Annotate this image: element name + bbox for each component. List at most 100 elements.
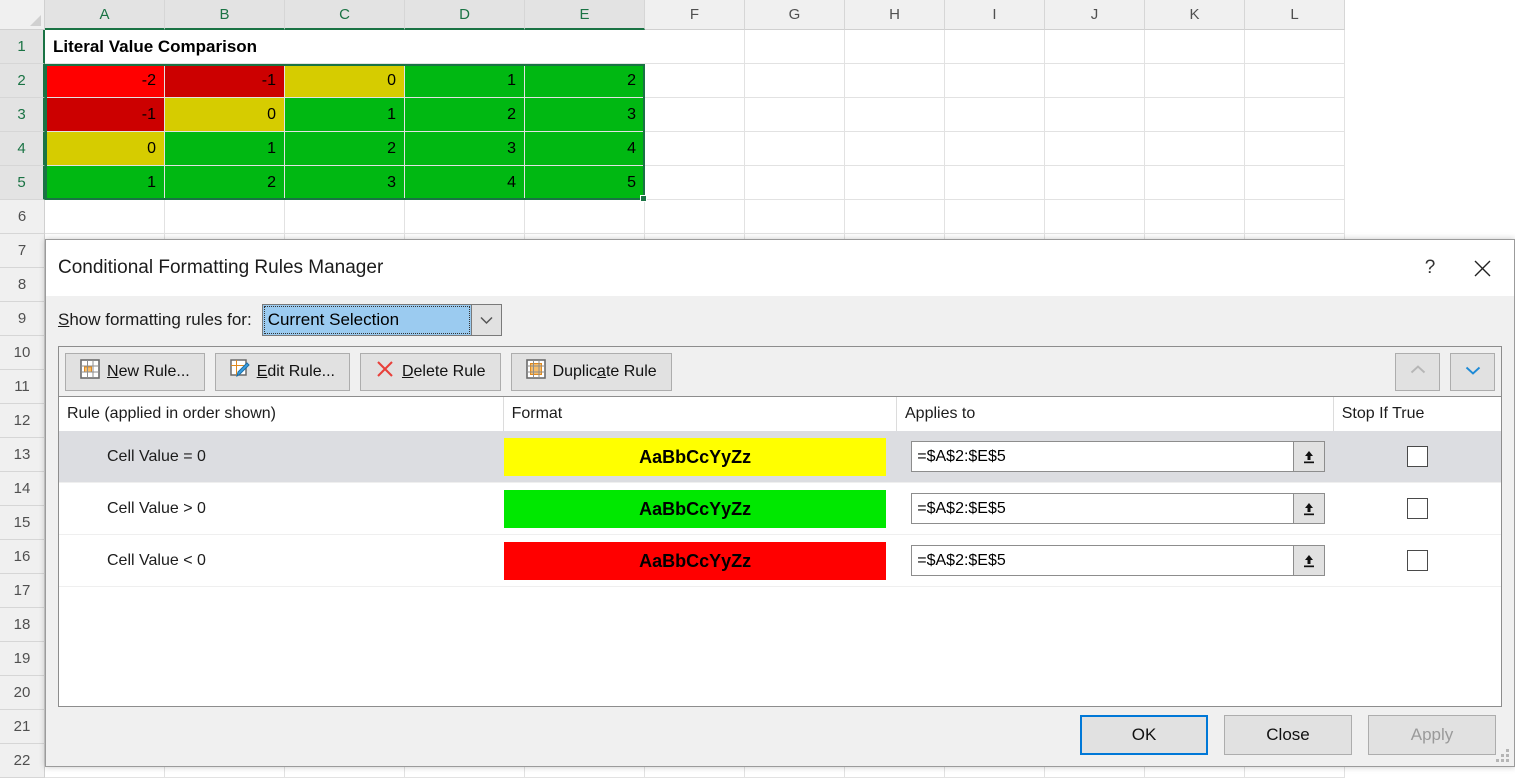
scope-dropdown[interactable]: Current Selection xyxy=(261,304,502,336)
cell-D6[interactable] xyxy=(405,200,525,234)
column-header-A[interactable]: A xyxy=(45,0,165,30)
cell-A3[interactable]: -1 xyxy=(45,98,165,132)
cell-H5[interactable] xyxy=(845,166,945,200)
cell-C6[interactable] xyxy=(285,200,405,234)
cell-G5[interactable] xyxy=(745,166,845,200)
column-header-F[interactable]: F xyxy=(645,0,745,30)
cell-L5[interactable] xyxy=(1245,166,1345,200)
cell-L6[interactable] xyxy=(1245,200,1345,234)
cell-J3[interactable] xyxy=(1045,98,1145,132)
delete-rule-button[interactable]: Delete Rule xyxy=(359,352,501,391)
edit-rule-button[interactable]: Edit Rule... xyxy=(214,352,350,391)
duplicate-rule-button[interactable]: Duplicate Rule xyxy=(510,352,672,391)
column-header-D[interactable]: D xyxy=(405,0,525,30)
row-header-17[interactable]: 17 xyxy=(0,574,45,608)
cell-E5[interactable]: 5 xyxy=(525,166,645,200)
column-header-K[interactable]: K xyxy=(1145,0,1245,30)
stop-if-true-cell[interactable] xyxy=(1334,446,1501,467)
cell-E6[interactable] xyxy=(525,200,645,234)
chevron-down-icon[interactable] xyxy=(471,304,502,336)
cell-E3[interactable]: 3 xyxy=(525,98,645,132)
cell-B4[interactable]: 1 xyxy=(165,132,285,166)
cell-C5[interactable]: 3 xyxy=(285,166,405,200)
row-header-8[interactable]: 8 xyxy=(0,268,45,302)
cell-A1[interactable]: Literal Value Comparison xyxy=(45,30,645,64)
column-header-H[interactable]: H xyxy=(845,0,945,30)
row-header-2[interactable]: 2 xyxy=(0,64,45,98)
cell-G4[interactable] xyxy=(745,132,845,166)
cell-F3[interactable] xyxy=(645,98,745,132)
row-header-3[interactable]: 3 xyxy=(0,98,45,132)
row-header-19[interactable]: 19 xyxy=(0,642,45,676)
cell-C2[interactable]: 0 xyxy=(285,64,405,98)
applies-to-input[interactable] xyxy=(911,441,1294,472)
row-header-5[interactable]: 5 xyxy=(0,166,45,200)
resize-grip[interactable] xyxy=(1496,749,1510,763)
cell-G6[interactable] xyxy=(745,200,845,234)
close-button[interactable]: Close xyxy=(1224,715,1352,755)
row-header-7[interactable]: 7 xyxy=(0,234,45,268)
stop-if-true-cell[interactable] xyxy=(1334,550,1501,571)
cell-K5[interactable] xyxy=(1145,166,1245,200)
cell-I4[interactable] xyxy=(945,132,1045,166)
scope-selected-value[interactable]: Current Selection xyxy=(261,304,472,336)
range-picker-icon[interactable] xyxy=(1293,493,1326,524)
row-header-6[interactable]: 6 xyxy=(0,200,45,234)
range-picker-icon[interactable] xyxy=(1293,441,1326,472)
column-header-J[interactable]: J xyxy=(1045,0,1145,30)
cell-D4[interactable]: 3 xyxy=(405,132,525,166)
cell-J2[interactable] xyxy=(1045,64,1145,98)
row-header-20[interactable]: 20 xyxy=(0,676,45,710)
column-header-G[interactable]: G xyxy=(745,0,845,30)
cell-K3[interactable] xyxy=(1145,98,1245,132)
row-header-11[interactable]: 11 xyxy=(0,370,45,404)
rule-format-cell[interactable]: AaBbCcYyZz xyxy=(504,437,897,476)
column-header-B[interactable]: B xyxy=(165,0,285,30)
cell-G1[interactable] xyxy=(745,30,845,64)
row-header-18[interactable]: 18 xyxy=(0,608,45,642)
cell-E2[interactable]: 2 xyxy=(525,64,645,98)
cell-L3[interactable] xyxy=(1245,98,1345,132)
cell-K4[interactable] xyxy=(1145,132,1245,166)
cell-K2[interactable] xyxy=(1145,64,1245,98)
cell-J5[interactable] xyxy=(1045,166,1145,200)
cell-L2[interactable] xyxy=(1245,64,1345,98)
row-header-1[interactable]: 1 xyxy=(0,30,45,64)
cell-L4[interactable] xyxy=(1245,132,1345,166)
cell-J4[interactable] xyxy=(1045,132,1145,166)
stop-if-true-cell[interactable] xyxy=(1334,498,1501,519)
ok-button[interactable]: OK xyxy=(1080,715,1208,755)
row-header-12[interactable]: 12 xyxy=(0,404,45,438)
cell-A4[interactable]: 0 xyxy=(45,132,165,166)
applies-to-input[interactable] xyxy=(911,493,1294,524)
cell-F6[interactable] xyxy=(645,200,745,234)
cell-B3[interactable]: 0 xyxy=(165,98,285,132)
cell-D2[interactable]: 1 xyxy=(405,64,525,98)
row-header-10[interactable]: 10 xyxy=(0,336,45,370)
cell-L1[interactable] xyxy=(1245,30,1345,64)
cell-A5[interactable]: 1 xyxy=(45,166,165,200)
stop-if-true-checkbox[interactable] xyxy=(1406,498,1428,519)
column-header-L[interactable]: L xyxy=(1245,0,1345,30)
rule-row[interactable]: Cell Value > 0 AaBbCcYyZz xyxy=(59,483,1501,535)
cell-D3[interactable]: 2 xyxy=(405,98,525,132)
row-header-13[interactable]: 13 xyxy=(0,438,45,472)
row-header-22[interactable]: 22 xyxy=(0,744,45,778)
cell-I1[interactable] xyxy=(945,30,1045,64)
row-header-16[interactable]: 16 xyxy=(0,540,45,574)
cell-G2[interactable] xyxy=(745,64,845,98)
row-header-4[interactable]: 4 xyxy=(0,132,45,166)
cell-F1[interactable] xyxy=(645,30,745,64)
new-rule-button[interactable]: New Rule... xyxy=(65,352,205,391)
cell-B2[interactable]: -1 xyxy=(165,64,285,98)
cell-H6[interactable] xyxy=(845,200,945,234)
applies-to-input[interactable] xyxy=(911,545,1294,576)
range-picker-icon[interactable] xyxy=(1293,545,1326,576)
move-rule-up-button[interactable] xyxy=(1395,352,1440,391)
cell-E4[interactable]: 4 xyxy=(525,132,645,166)
row-header-14[interactable]: 14 xyxy=(0,472,45,506)
cell-B5[interactable]: 2 xyxy=(165,166,285,200)
column-header-C[interactable]: C xyxy=(285,0,405,30)
rule-row[interactable]: Cell Value < 0 AaBbCcYyZz xyxy=(59,535,1501,587)
rule-format-cell[interactable]: AaBbCcYyZz xyxy=(504,541,897,580)
